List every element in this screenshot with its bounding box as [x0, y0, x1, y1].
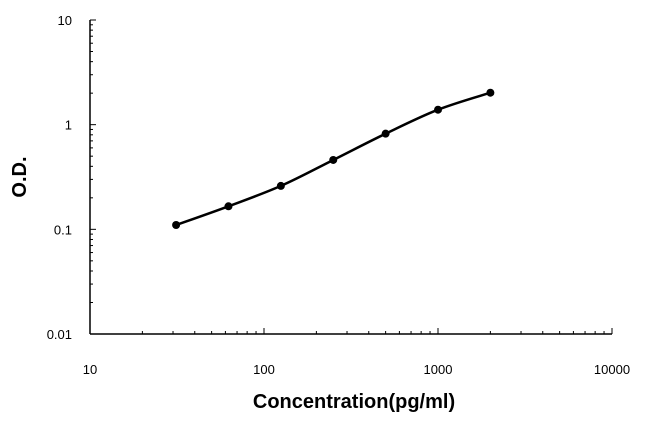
point — [329, 155, 338, 164]
x-tick-label: 10000 — [594, 362, 630, 377]
y-tick-label: 0.01 — [47, 327, 72, 342]
y-tick-label: 0.1 — [54, 222, 72, 237]
y-axis-title: O.D. — [9, 156, 31, 197]
point — [224, 202, 233, 211]
point — [434, 105, 442, 114]
x-axis-title: Concentration(pg/ml) — [253, 391, 455, 413]
point — [172, 221, 181, 230]
point — [486, 88, 495, 97]
x-tick-label: 1000 — [424, 362, 453, 377]
x-tick-label: 10 — [83, 362, 97, 377]
y-tick-label: 1 — [65, 118, 72, 133]
point — [381, 129, 390, 138]
y-tick-label: 10 — [58, 13, 72, 28]
x-tick-label: 100 — [253, 362, 275, 377]
point — [276, 181, 285, 190]
